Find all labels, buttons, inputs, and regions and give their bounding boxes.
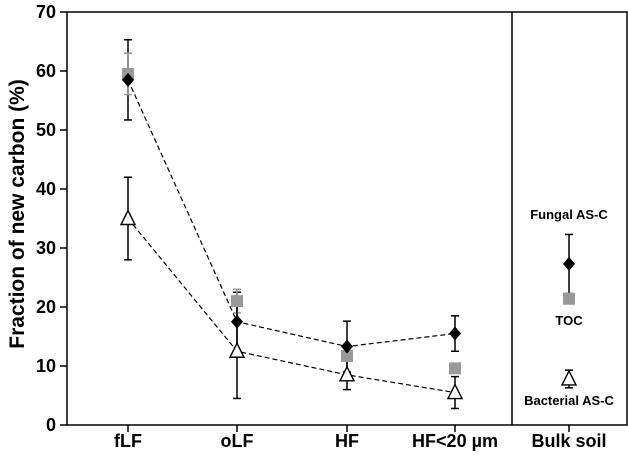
y-tick-label: 0 xyxy=(46,415,56,435)
x-tick-label: fLF xyxy=(114,431,142,451)
bacterial-point xyxy=(446,382,464,400)
toc-point xyxy=(231,295,243,308)
y-tick-label: 50 xyxy=(36,120,56,140)
fungal-point xyxy=(231,314,243,329)
fungal-point xyxy=(122,72,134,87)
bacterial-point xyxy=(560,369,578,386)
x-tick-label: HF<20 µm xyxy=(412,431,498,451)
series-layer xyxy=(119,38,578,410)
fungal-point xyxy=(563,256,575,271)
bacterial-point xyxy=(228,341,246,358)
x-tick-label: Bulk soil xyxy=(531,431,606,451)
x-tick-label: oLF xyxy=(221,431,254,451)
axes: 0 10 20 30 40 50 60 70 fLF oLF HF HF<20 µm Bulk soil xyxy=(36,2,628,451)
y-tick-label: 40 xyxy=(36,179,56,199)
fungal-point xyxy=(341,339,353,354)
annotation-toc: TOC xyxy=(555,313,583,328)
x-tick-label: HF xyxy=(335,431,359,451)
annotation-fungal: Fungal AS-C xyxy=(530,207,608,222)
toc-point xyxy=(563,292,575,305)
toc-point xyxy=(449,362,461,375)
y-axis-label: Fraction of new carbon (%) xyxy=(6,79,29,349)
dashed-line xyxy=(127,218,456,394)
fungal-point xyxy=(449,326,461,341)
toc-point xyxy=(341,349,353,362)
dashed-line xyxy=(127,79,456,348)
y-tick-label: 60 xyxy=(36,61,56,81)
bacterial-point xyxy=(119,208,137,226)
y-tick-label: 30 xyxy=(36,238,56,258)
y-tick-label: 20 xyxy=(36,297,56,317)
y-tick-label: 10 xyxy=(36,356,56,376)
y-tick-label: 70 xyxy=(36,2,56,22)
bacterial-point xyxy=(338,365,356,382)
annotation-bacterial: Bacterial AS-C xyxy=(524,393,614,408)
